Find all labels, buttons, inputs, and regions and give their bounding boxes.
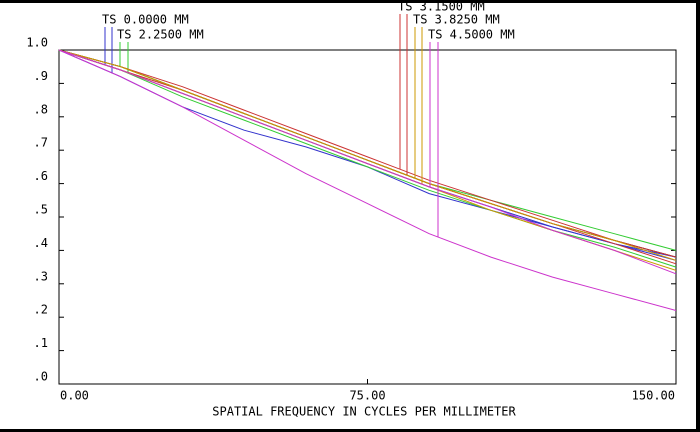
x-tick-label: 0.00: [60, 389, 89, 403]
x-axis-label: SPATIAL FREQUENCY IN CYCLES PER MILLIMET…: [212, 405, 516, 419]
y-tick-label: .5: [34, 203, 48, 217]
legend-label: TS 3.1500 MM: [398, 0, 485, 14]
frame-top: [0, 0, 700, 3]
y-tick-label: .9: [34, 69, 48, 83]
x-tick-label: 150.00: [632, 389, 675, 403]
tangential-line: [58, 49, 677, 258]
y-tick-label: .7: [34, 136, 48, 150]
y-tick-label: .4: [34, 236, 48, 250]
y-tick-label: .0: [34, 370, 48, 384]
y-tick-label: .3: [34, 269, 48, 283]
legend-label: TS 0.0000 MM: [102, 13, 189, 27]
y-tick-label: .1: [34, 336, 48, 350]
sagittal-line: [58, 49, 677, 311]
frame-right: [696, 0, 700, 432]
x-tick-label: 75.00: [349, 389, 385, 403]
sagittal-line: [58, 49, 677, 268]
tangential-line: [58, 49, 677, 261]
y-tick-label: .8: [34, 102, 48, 116]
y-tick-label: .6: [34, 169, 48, 183]
y-tick-label: 1.0: [26, 36, 48, 50]
tangential-line: [58, 49, 677, 275]
legend-label: TS 3.8250 MM: [413, 13, 500, 27]
frame-bottom: [0, 429, 700, 432]
legend-label: TS 4.5000 MM: [428, 28, 515, 42]
y-tick-label: .2: [34, 303, 48, 317]
legend-label: TS 2.2500 MM: [117, 28, 204, 42]
